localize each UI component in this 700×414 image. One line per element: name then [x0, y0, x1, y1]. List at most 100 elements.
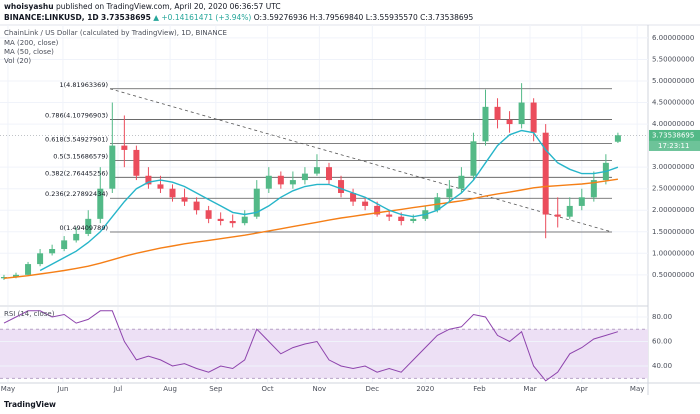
- candle-body: [133, 149, 140, 176]
- ohlc-low: L:3.55935570: [366, 13, 418, 22]
- x-tick-label: 2020: [416, 385, 434, 393]
- candle-body: [362, 201, 369, 206]
- candle-body: [157, 184, 164, 189]
- published: published on TradingView.com, April 20, …: [56, 2, 281, 11]
- candle-body: [37, 253, 44, 265]
- legend-volume: Vol (20): [4, 57, 31, 65]
- fib-label: 0.786(4.10796903): [45, 111, 108, 119]
- x-tick-label: Apr: [576, 385, 588, 393]
- candle-body: [566, 205, 573, 217]
- ma-line: [3, 178, 618, 279]
- candle-body: [109, 145, 116, 189]
- candle-body: [374, 205, 381, 215]
- fib-label: 1(4.81963369): [60, 81, 109, 89]
- ma-line: [39, 129, 619, 272]
- legend-ma200: MA (200, close): [4, 39, 59, 47]
- y-tick-label: 4.00000000: [652, 120, 694, 128]
- y-tick-label: 1.00000000: [652, 249, 694, 257]
- y-tick-label: 5.00000000: [652, 77, 694, 85]
- header-price: 3.73538695: [101, 13, 151, 22]
- candle-body: [398, 216, 405, 221]
- candle-body: [241, 216, 248, 224]
- y-tick-label: 1.50000000: [652, 228, 694, 236]
- fib-label: 0.382(2.76445256): [45, 169, 108, 177]
- candle-body: [265, 175, 272, 189]
- x-tick-label: Oct: [262, 385, 274, 393]
- candle-body: [350, 193, 357, 202]
- x-tick-label: Aug: [163, 385, 177, 393]
- candle-body: [121, 145, 128, 150]
- legend-ma50: MA (50, close): [4, 48, 54, 56]
- candle-body: [193, 201, 200, 211]
- candle-body: [494, 106, 501, 120]
- ohlc-close: C:3.73538695: [420, 13, 473, 22]
- candle-body: [590, 180, 597, 198]
- y-tick-label: 40.00: [652, 362, 672, 370]
- change: ▲ +0.14161471 (+3.94%): [153, 13, 251, 22]
- x-tick-label: Nov: [313, 385, 327, 393]
- candle-body: [85, 218, 92, 234]
- candle-body: [49, 249, 56, 254]
- y-tick-label: 3.00000000: [652, 163, 694, 171]
- candle-body: [530, 102, 537, 133]
- y-tick-label: 5.50000000: [652, 55, 694, 63]
- y-tick-label: 2.50000000: [652, 185, 694, 193]
- candle-body: [301, 173, 308, 181]
- candle-body: [217, 218, 224, 221]
- x-tick-label: Sep: [209, 385, 223, 393]
- candle-body: [518, 102, 525, 125]
- y-tick-label: 4.50000000: [652, 99, 694, 107]
- candle-body: [578, 197, 585, 206]
- rsi-title: RSI (14, close): [4, 310, 55, 318]
- y-tick-label: 2.00000000: [652, 206, 694, 214]
- last-price-box: [649, 129, 700, 141]
- candle-body: [482, 106, 489, 142]
- candle-body: [253, 188, 260, 217]
- x-tick-label: Mar: [523, 385, 536, 393]
- author: whoisyashu: [4, 2, 54, 11]
- candle-body: [386, 214, 393, 217]
- fib-label: 0.618(3.54927901): [45, 135, 108, 143]
- main-title: ChainLink / US Dollar (calculated by Tra…: [4, 29, 227, 37]
- fib-label: 0.5(3.15686579): [53, 152, 108, 160]
- rsi-band: [0, 329, 648, 379]
- candle-body: [470, 141, 477, 176]
- x-tick-label: Feb: [473, 385, 486, 393]
- candle-body: [181, 197, 188, 202]
- candle-body: [13, 274, 20, 277]
- candle-body: [97, 188, 104, 219]
- candle-body: [410, 218, 417, 221]
- candle-body: [325, 167, 332, 181]
- candle-body: [277, 175, 284, 185]
- rsi-line: [3, 310, 619, 382]
- candle-body: [313, 167, 320, 174]
- y-tick-label: 60.00: [652, 338, 672, 346]
- y-tick-label: 80.00: [652, 313, 672, 321]
- symbol-line: BINANCE:LINKUSD, 1D 3.73538695 ▲ +0.1416…: [4, 13, 473, 22]
- candle-body: [169, 188, 176, 198]
- candle-body: [458, 175, 465, 189]
- last-price-label: 3.73538695: [652, 131, 694, 139]
- candle-body: [61, 240, 68, 249]
- candle-body: [446, 188, 453, 198]
- candle-body: [25, 264, 32, 275]
- author-line: whoisyashu published on TradingView.com,…: [4, 2, 281, 11]
- candle-body: [614, 135, 621, 142]
- candle-body: [338, 180, 345, 193]
- x-tick-label: Jul: [113, 385, 123, 393]
- ohlc-open: O:3.59276936: [254, 13, 308, 22]
- fib-label: 0(1.49409789): [60, 224, 109, 232]
- candle-body: [205, 210, 212, 219]
- y-tick-label: 0.50000000: [652, 271, 694, 279]
- fib-label: 0.236(2.27892434): [45, 190, 108, 198]
- candle-body: [542, 132, 549, 215]
- candle-body: [554, 214, 561, 217]
- x-tick-label: Jun: [56, 385, 68, 393]
- candle-body: [289, 180, 296, 185]
- y-tick-label: 6.00000000: [652, 34, 694, 42]
- x-tick-label: Dec: [366, 385, 380, 393]
- candle-body: [73, 233, 80, 241]
- brand: TradingView: [4, 400, 56, 409]
- x-tick-label: May: [630, 385, 644, 393]
